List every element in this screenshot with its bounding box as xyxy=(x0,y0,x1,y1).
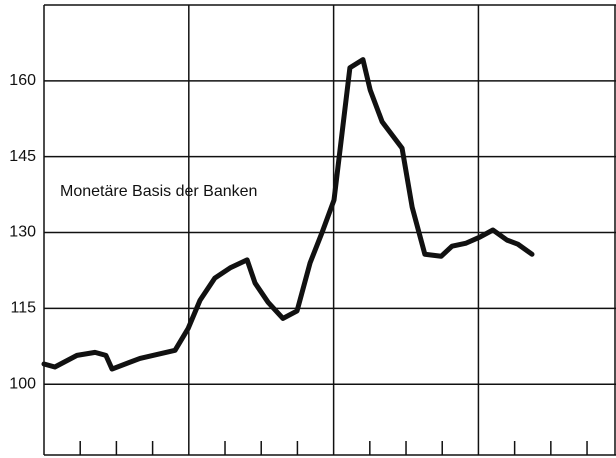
y-tick-label: 115 xyxy=(10,300,36,317)
y-tick-label: 130 xyxy=(9,224,36,241)
y-tick-label: 145 xyxy=(9,148,36,165)
line xyxy=(41,57,535,372)
y-tick-label: 100 xyxy=(9,375,36,392)
y-tick-label: 160 xyxy=(9,72,36,89)
annotation: Monetäre Basis der Banken xyxy=(60,183,257,200)
